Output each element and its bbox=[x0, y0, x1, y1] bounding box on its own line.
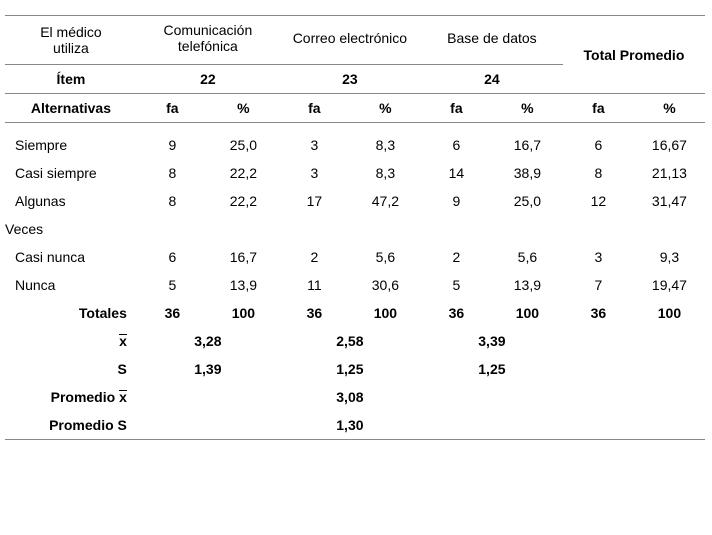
cell: 19,47 bbox=[634, 271, 705, 299]
mean-row: x 3,28 2,58 3,39 bbox=[5, 327, 705, 355]
sd-row: S 1,39 1,25 1,25 bbox=[5, 355, 705, 383]
cell: 22,2 bbox=[208, 187, 279, 215]
cell: 22,2 bbox=[208, 159, 279, 187]
totales-row: Totales 36 100 36 100 36 100 36 100 bbox=[5, 299, 705, 327]
prom-sd-row: Promedio S 1,30 bbox=[5, 411, 705, 440]
prom-mean-value: 3,08 bbox=[137, 383, 563, 411]
cell: 9 bbox=[421, 187, 492, 215]
cell: 36 bbox=[563, 299, 634, 327]
cell: 30,6 bbox=[350, 271, 421, 299]
cell: 3 bbox=[279, 159, 350, 187]
row-label: Casi siempre bbox=[5, 159, 137, 187]
sd-v2: 1,25 bbox=[279, 355, 421, 383]
cell: 5 bbox=[421, 271, 492, 299]
veces-label: Veces bbox=[5, 215, 705, 243]
sd-label: S bbox=[5, 355, 137, 383]
cell: 8,3 bbox=[350, 159, 421, 187]
cell: 2 bbox=[279, 243, 350, 271]
cell: 16,67 bbox=[634, 131, 705, 159]
header-col4: Base de datos bbox=[421, 16, 563, 61]
cell: 5,6 bbox=[492, 243, 563, 271]
cell: 36 bbox=[137, 299, 208, 327]
prom-mean-label: Promedio x bbox=[5, 383, 137, 411]
cell: 7 bbox=[563, 271, 634, 299]
cell: 47,2 bbox=[350, 187, 421, 215]
sd-v3: 1,25 bbox=[421, 355, 563, 383]
header-col1-line2: utiliza bbox=[53, 40, 89, 56]
cell: 36 bbox=[421, 299, 492, 327]
item-23: 23 bbox=[279, 65, 421, 94]
cell: 38,9 bbox=[492, 159, 563, 187]
data-table: El médico utiliza Comunicación telefónic… bbox=[5, 15, 705, 440]
cell: 13,9 bbox=[208, 271, 279, 299]
cell: 100 bbox=[492, 299, 563, 327]
table-row: Algunas 8 22,2 17 47,2 9 25,0 12 31,47 bbox=[5, 187, 705, 215]
table-row: Casi siempre 8 22,2 3 8,3 14 38,9 8 21,1… bbox=[5, 159, 705, 187]
table-row: Nunca 5 13,9 11 30,6 5 13,9 7 19,47 bbox=[5, 271, 705, 299]
alt-fa-3: fa bbox=[421, 94, 492, 123]
alt-fa-2: fa bbox=[279, 94, 350, 123]
cell: 8 bbox=[137, 159, 208, 187]
cell: 25,0 bbox=[492, 187, 563, 215]
mean-label: x bbox=[5, 327, 137, 355]
header-col1: El médico utiliza bbox=[5, 16, 137, 65]
cell: 100 bbox=[208, 299, 279, 327]
cell: 9,3 bbox=[634, 243, 705, 271]
table-row: Casi nunca 6 16,7 2 5,6 2 5,6 3 9,3 bbox=[5, 243, 705, 271]
alt-pct-3: % bbox=[492, 94, 563, 123]
cell: 17 bbox=[279, 187, 350, 215]
cell: 16,7 bbox=[208, 243, 279, 271]
cell: 100 bbox=[634, 299, 705, 327]
header-col1-line1: El médico bbox=[40, 24, 101, 40]
item-label: Ítem bbox=[5, 65, 137, 94]
mean-v1: 3,28 bbox=[137, 327, 279, 355]
cell: 3 bbox=[279, 131, 350, 159]
alt-fa-1: fa bbox=[137, 94, 208, 123]
alt-pct-1: % bbox=[208, 94, 279, 123]
alt-pct-t: % bbox=[634, 94, 705, 123]
cell: 3 bbox=[563, 243, 634, 271]
row-label: Nunca bbox=[5, 271, 137, 299]
cell: 2 bbox=[421, 243, 492, 271]
cell: 9 bbox=[137, 131, 208, 159]
cell: 8,3 bbox=[350, 131, 421, 159]
item-22: 22 bbox=[137, 65, 279, 94]
prom-mean-row: Promedio x 3,08 bbox=[5, 383, 705, 411]
cell: 16,7 bbox=[492, 131, 563, 159]
cell: 6 bbox=[137, 243, 208, 271]
mean-v3: 3,39 bbox=[421, 327, 563, 355]
item-24: 24 bbox=[421, 65, 563, 94]
cell: 25,0 bbox=[208, 131, 279, 159]
cell: 31,47 bbox=[634, 187, 705, 215]
header-col3: Correo electrónico bbox=[279, 16, 421, 61]
totales-label: Totales bbox=[5, 299, 137, 327]
prom-sd-label: Promedio S bbox=[5, 411, 137, 440]
cell: 13,9 bbox=[492, 271, 563, 299]
cell: 14 bbox=[421, 159, 492, 187]
cell: 8 bbox=[137, 187, 208, 215]
alt-fa-t: fa bbox=[563, 94, 634, 123]
header-col2: Comunicación telefónica bbox=[137, 16, 279, 61]
cell: 6 bbox=[563, 131, 634, 159]
prom-sd-value: 1,30 bbox=[137, 411, 563, 440]
row-label: Siempre bbox=[5, 131, 137, 159]
cell: 8 bbox=[563, 159, 634, 187]
cell: 21,13 bbox=[634, 159, 705, 187]
cell: 11 bbox=[279, 271, 350, 299]
cell: 5 bbox=[137, 271, 208, 299]
alt-pct-2: % bbox=[350, 94, 421, 123]
alt-label: Alternativas bbox=[5, 94, 137, 123]
cell: 100 bbox=[350, 299, 421, 327]
row-label: Casi nunca bbox=[5, 243, 137, 271]
cell: 5,6 bbox=[350, 243, 421, 271]
row-label: Algunas bbox=[5, 187, 137, 215]
table-row: Siempre 9 25,0 3 8,3 6 16,7 6 16,67 bbox=[5, 131, 705, 159]
cell: 12 bbox=[563, 187, 634, 215]
cell: 6 bbox=[421, 131, 492, 159]
cell: 36 bbox=[279, 299, 350, 327]
mean-v2: 2,58 bbox=[279, 327, 421, 355]
sd-v1: 1,39 bbox=[137, 355, 279, 383]
header-col5: Total Promedio bbox=[563, 16, 705, 94]
